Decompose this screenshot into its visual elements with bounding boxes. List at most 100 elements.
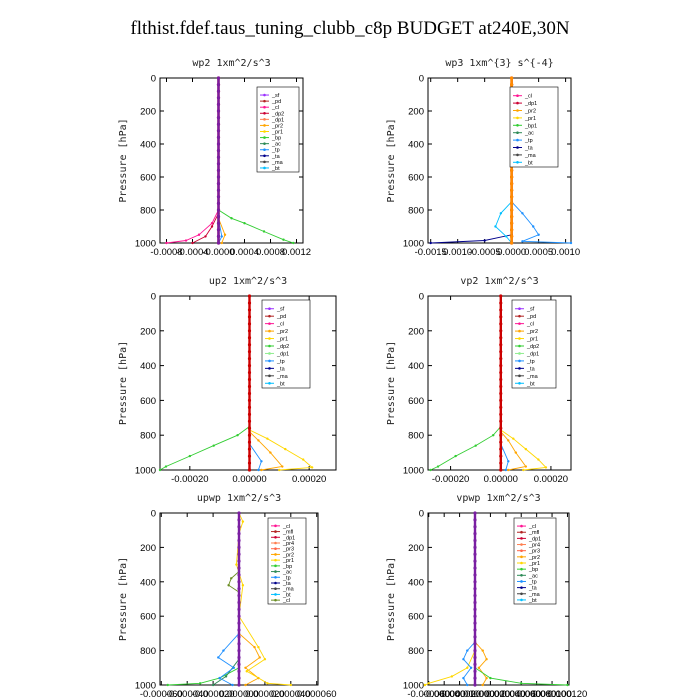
data-point — [473, 600, 477, 605]
y-axis-label: Pressure [hPa] — [118, 118, 129, 202]
data-point — [216, 188, 221, 192]
y-tick-label: 400 — [408, 361, 424, 372]
data-point — [499, 447, 503, 451]
x-tick-label: 0.000000 — [455, 689, 495, 700]
data-point — [184, 239, 188, 242]
x-tick-label: -0.00020 — [171, 474, 209, 485]
legend-marker — [274, 598, 277, 602]
data-point — [284, 447, 287, 451]
data-point — [473, 621, 477, 625]
data-point — [499, 322, 503, 326]
legend-marker — [268, 329, 271, 333]
data-point — [220, 241, 223, 245]
data-point — [224, 675, 228, 678]
legend-marker — [263, 142, 266, 145]
legend-box — [511, 299, 557, 389]
legend-marker — [268, 359, 271, 363]
data-point — [237, 511, 241, 515]
x-tick-label: 0.000100 — [532, 689, 572, 700]
data-point — [260, 460, 263, 463]
data-point — [473, 607, 477, 611]
legend-entry: _pr2 — [524, 109, 536, 115]
legend-entry: _dp2 — [271, 111, 284, 117]
data-point — [260, 468, 263, 472]
data-point — [473, 518, 477, 522]
data-point — [473, 552, 477, 556]
legend-box — [267, 517, 307, 605]
data-point — [310, 466, 314, 469]
data-point — [253, 645, 256, 649]
data-point — [216, 175, 221, 179]
legend-entry: _sf — [276, 307, 285, 313]
x-tick-label: 0.0010 — [551, 247, 580, 258]
data-point — [569, 241, 573, 245]
legend-entry: _cl — [526, 322, 534, 328]
data-point — [237, 649, 241, 653]
data-point — [499, 364, 503, 368]
legend-entry: _pr1 — [528, 561, 540, 567]
data-point — [473, 532, 477, 536]
x-tick-label: 0.000120 — [548, 689, 588, 700]
data-point — [245, 670, 248, 673]
data-point — [237, 587, 241, 591]
legend-marker — [518, 381, 521, 385]
data-point — [489, 676, 492, 680]
legend-marker — [274, 535, 277, 539]
data-point — [466, 666, 469, 669]
data-point — [504, 468, 507, 472]
data-point — [524, 465, 528, 468]
legend-marker — [520, 537, 523, 540]
legend-marker — [268, 374, 271, 378]
x-tick-label: -0.000060 — [140, 689, 183, 700]
data-point — [247, 329, 252, 333]
legend-marker — [520, 592, 523, 596]
data-point — [217, 656, 220, 659]
data-point — [237, 566, 241, 570]
data-point — [220, 235, 223, 238]
data-point — [499, 412, 503, 416]
data-point — [510, 215, 514, 219]
legend-entry: _bt — [528, 598, 537, 604]
chart-3: up2 1xm^2/s^3 Pressure [hPa] 0 200 400 600 800… — [118, 276, 337, 485]
data-point — [485, 676, 488, 680]
data-point — [510, 175, 514, 179]
data-point — [499, 405, 503, 409]
data-point — [477, 666, 481, 669]
series-line — [424, 513, 476, 686]
legend-marker — [263, 130, 266, 133]
legend-marker — [520, 543, 523, 546]
legend-entry: _pr1 — [271, 130, 283, 136]
data-point — [499, 468, 503, 472]
y-tick-label: 400 — [140, 361, 156, 372]
legend-entry: _cl — [271, 105, 279, 111]
series-line — [166, 78, 219, 244]
data-point — [492, 434, 495, 437]
data-point — [473, 676, 477, 680]
x-tick-label: -0.0000 — [202, 247, 234, 258]
legend-marker — [274, 553, 277, 556]
data-point — [301, 458, 305, 461]
y-tick-label: 600 — [140, 612, 156, 623]
legend-marker — [520, 555, 523, 559]
legend-entry: _bt — [526, 381, 535, 387]
data-point — [510, 76, 514, 80]
legend-entry: _pr2 — [271, 123, 283, 129]
data-point — [237, 628, 241, 632]
data-point — [237, 669, 241, 673]
data-point — [237, 642, 241, 646]
plot-title: vpwp 1xm^2/s^3 — [456, 493, 540, 504]
legend-marker — [274, 564, 277, 568]
legend-entry: _pr3 — [282, 547, 294, 553]
legend-marker — [516, 131, 519, 134]
legend-entry: _pr1 — [524, 116, 536, 122]
data-point — [466, 649, 469, 652]
legend-entry: _tp — [271, 148, 280, 154]
data-point — [499, 350, 503, 354]
data-point — [247, 377, 252, 382]
data-point — [237, 607, 241, 611]
legend-marker — [268, 352, 271, 355]
legend-entry: _mfl — [282, 530, 293, 536]
data-point — [247, 370, 252, 375]
data-point — [216, 221, 221, 225]
legend-marker — [274, 547, 277, 551]
